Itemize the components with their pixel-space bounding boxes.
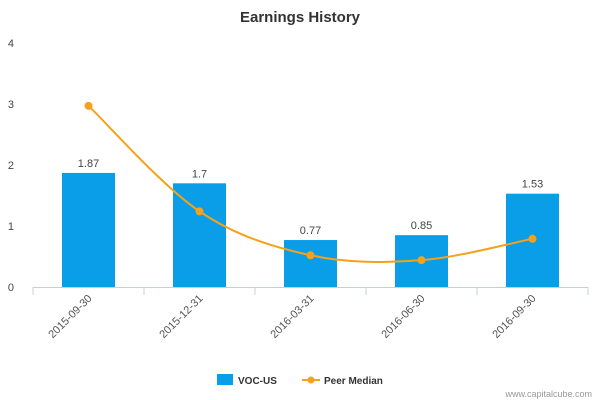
y-tick-label: 4 xyxy=(8,38,14,50)
legend-label-peer-median: Peer Median xyxy=(324,376,383,387)
legend-swatch-peer-median-marker xyxy=(307,376,315,384)
x-tick-label: 2016-09-30 xyxy=(490,293,538,341)
line-series xyxy=(84,101,537,265)
legend: VOC-US Peer Median xyxy=(217,374,383,387)
legend-label-voc-us: VOC-US xyxy=(238,376,277,387)
y-tick-label: 0 xyxy=(8,282,14,294)
peer-median-point-2016-06-30 xyxy=(417,256,426,265)
bar-2015-09-30 xyxy=(62,172,115,287)
bar-series: 1.87 1.7 0.77 0.85 1.53 xyxy=(62,158,559,287)
y-tick-label: 3 xyxy=(8,99,14,111)
bar-data-label: 0.77 xyxy=(300,225,321,237)
x-tick-label: 2015-12-31 xyxy=(157,293,205,341)
credit-text: www.capitalcube.com xyxy=(504,389,592,399)
peer-median-point-2015-09-30 xyxy=(84,101,93,110)
bar-2016-03-31 xyxy=(284,240,337,287)
bar-data-label: 1.87 xyxy=(78,158,99,170)
x-tick-label: 2016-06-30 xyxy=(379,293,427,341)
peer-median-point-2016-03-31 xyxy=(306,251,315,260)
x-tick-label: 2015-09-30 xyxy=(46,293,94,341)
bar-data-label: 1.7 xyxy=(192,168,207,180)
legend-swatch-voc-us xyxy=(217,374,233,385)
peer-median-line xyxy=(87,105,533,263)
peer-median-point-2015-12-31 xyxy=(195,207,204,216)
y-axis: 0 1 2 3 4 xyxy=(8,38,14,294)
y-tick-label: 2 xyxy=(8,160,14,172)
chart-title: Earnings History xyxy=(240,9,361,26)
x-axis: 2015-09-30 2015-12-31 2016-03-31 2016-06-30… xyxy=(32,287,589,341)
peer-median-point-2016-09-30 xyxy=(528,234,537,243)
y-tick-label: 1 xyxy=(8,221,14,233)
x-tick-label: 2016-03-31 xyxy=(268,293,316,341)
bar-data-label: 1.53 xyxy=(522,179,543,191)
bar-data-label: 0.85 xyxy=(411,220,432,232)
bar-2015-12-31 xyxy=(173,183,226,287)
